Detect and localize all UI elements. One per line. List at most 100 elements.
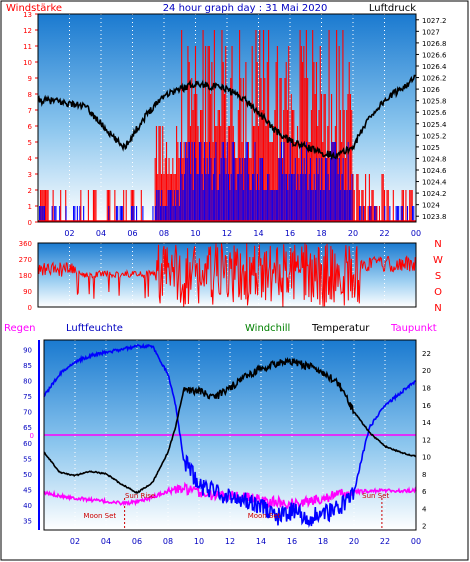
right-tick-label: 1025.8 — [422, 98, 447, 106]
left-tick-label: 9 — [28, 75, 32, 83]
x-tick-label: 12 — [222, 229, 232, 238]
humidity-tick-label: 70 — [23, 409, 32, 417]
x-tick-label: 02 — [64, 229, 74, 238]
x-tick-label: 20 — [348, 229, 358, 238]
right-tick-label: 1026.4 — [422, 63, 447, 71]
humidity-tick-label: 80 — [23, 377, 32, 385]
x-tick-label: 10 — [194, 537, 204, 546]
x-tick-label: 12 — [225, 537, 235, 546]
left-tick-label: 7 — [28, 107, 32, 115]
x-tick-label: 16 — [287, 537, 297, 546]
luftfeuchte-label: Luftfeuchte — [66, 323, 123, 334]
right-tick-label: 1024.2 — [422, 190, 447, 198]
x-tick-label: 22 — [379, 229, 389, 238]
compass-label: N — [434, 303, 441, 314]
compass-label: O — [434, 287, 442, 298]
left-tick-label: 4 — [28, 155, 33, 163]
x-tick-label: 04 — [96, 229, 106, 238]
sun-set-label: Sun Set — [362, 492, 389, 500]
pressure-line — [37, 74, 417, 161]
direction-tick-label: 0 — [28, 304, 32, 312]
humidity-tick-label: 35 — [23, 518, 32, 526]
windchill-label: Windchill — [245, 323, 290, 334]
x-tick-label: 18 — [318, 537, 328, 546]
panel-wind-pressure-frame — [37, 13, 417, 223]
x-tick-label: 02 — [70, 537, 80, 546]
right-tick-label: 1026 — [422, 86, 440, 94]
panel-humidity-temp-frame — [43, 339, 417, 531]
x-tick-label: 00 — [411, 537, 421, 546]
moon-set-label: Moon Set — [83, 512, 116, 520]
temperature-tick-label: 16 — [422, 402, 431, 410]
right-tick-label: 1025.6 — [422, 109, 447, 117]
right-tick-label: 1024.8 — [422, 155, 447, 163]
x-tick-label: 00 — [411, 229, 421, 238]
x-tick-label: 22 — [380, 537, 390, 546]
right-tick-label: 1023.8 — [422, 213, 447, 221]
left-tick-label: 11 — [23, 43, 32, 51]
x-tick-label: 10 — [190, 229, 200, 238]
humidity-tick-label: 90 — [23, 346, 32, 354]
direction-tick-label: 270 — [19, 256, 32, 264]
right-tick-label: 1027.2 — [422, 17, 447, 25]
x-tick-label: 14 — [253, 229, 263, 238]
left-tick-label: 2 — [28, 187, 32, 195]
humidity-tick-label: 85 — [23, 362, 32, 370]
compass-label: S — [435, 271, 441, 282]
page-title: 24 hour graph day : 31 Mai 2020 — [163, 3, 328, 14]
direction-tick-label: 90 — [23, 288, 32, 296]
humidity-tick-label: 40 — [23, 502, 32, 510]
x-tick-label: 18 — [316, 229, 326, 238]
taupunkt-label: Taupunkt — [390, 323, 437, 334]
x-tick-label: 04 — [101, 537, 111, 546]
temperatur-label: Temperatur — [311, 323, 370, 334]
x-tick-label: 06 — [132, 537, 142, 546]
temperature-tick-label: 6 — [422, 488, 427, 496]
luftdruck-label: Luftdruck — [369, 3, 416, 14]
right-tick-label: 1024 — [422, 202, 440, 210]
right-tick-label: 1025.4 — [422, 121, 447, 129]
direction-tick-label: 360 — [19, 240, 32, 248]
temperature-tick-label: 20 — [422, 367, 431, 375]
right-tick-label: 1026.8 — [422, 40, 447, 48]
humidity-tick-label: 60 — [23, 440, 32, 448]
x-tick-label: 16 — [285, 229, 295, 238]
humidity-tick-label: 45 — [23, 487, 32, 495]
right-tick-label: 1027 — [422, 28, 440, 36]
moon-set-label: Moon Set — [248, 512, 281, 520]
sun-rise-label: Sun Rise — [125, 492, 155, 500]
right-tick-label: 1024.6 — [422, 167, 447, 175]
rain-tick-label: 0 — [30, 432, 34, 440]
compass-label: W — [433, 255, 443, 266]
left-tick-label: 13 — [23, 11, 32, 19]
humidity-tick-label: 75 — [23, 393, 32, 401]
right-tick-label: 1025.2 — [422, 132, 447, 140]
left-tick-label: 8 — [28, 91, 32, 99]
direction-tick-label: 180 — [19, 272, 32, 280]
temperature-tick-label: 4 — [422, 505, 427, 513]
humidity-tick-label: 50 — [23, 471, 32, 479]
x-tick-label: 08 — [163, 537, 173, 546]
humidity-tick-label: 65 — [23, 424, 32, 432]
right-tick-label: 1024.4 — [422, 179, 447, 187]
right-tick-label: 1026.6 — [422, 51, 447, 59]
temperature-tick-label: 12 — [422, 436, 431, 444]
left-tick-label: 1 — [28, 203, 32, 211]
temperature-tick-label: 22 — [422, 350, 431, 358]
temperature-tick-label: 10 — [422, 454, 431, 462]
x-tick-label: 14 — [256, 537, 266, 546]
x-tick-label: 20 — [349, 537, 359, 546]
panel-direction-frame — [37, 242, 417, 308]
humidity-line — [43, 342, 417, 528]
humidity-tick-label: 55 — [23, 455, 32, 463]
left-tick-label: 10 — [23, 59, 32, 67]
temperature-tick-label: 14 — [422, 419, 431, 427]
left-tick-label: 5 — [28, 139, 32, 147]
right-tick-label: 1026.2 — [422, 75, 447, 83]
temperature-tick-label: 8 — [422, 471, 426, 479]
regen-label: Regen — [4, 323, 36, 334]
left-tick-label: 3 — [28, 171, 32, 179]
temperature-line — [43, 356, 417, 495]
